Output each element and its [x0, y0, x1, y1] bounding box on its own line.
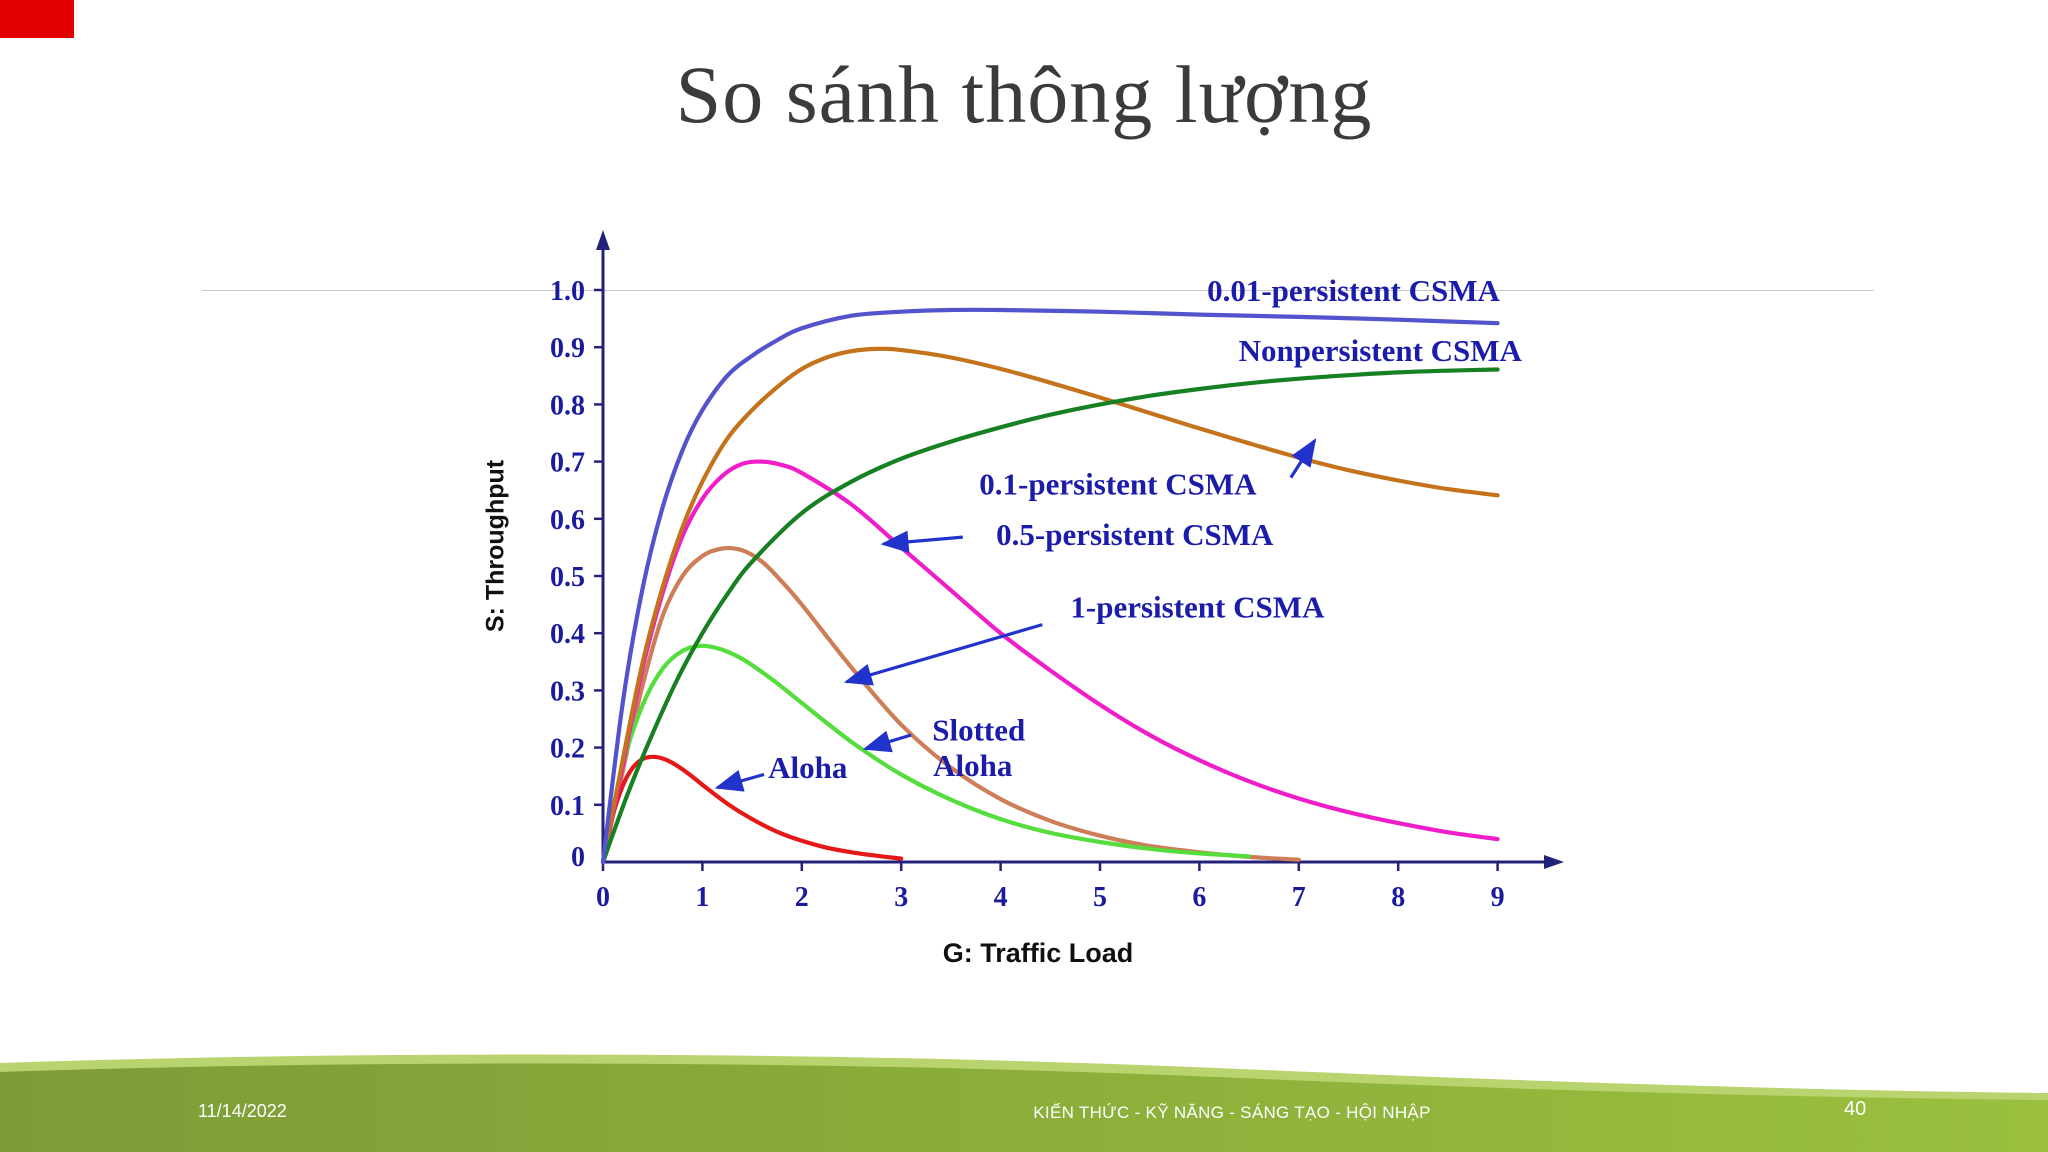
x-tick-label: 6	[1192, 882, 1206, 913]
curve-label-1-persistent-csma: 1-persistent CSMA	[1070, 589, 1325, 624]
annotation-arrow-1-persistent-csma	[843, 623, 1043, 686]
y-tick-label: 0.1	[550, 791, 585, 822]
y-tick-label: 0.6	[550, 505, 585, 536]
y-axis-label: S: Throughput	[481, 459, 510, 633]
x-tick-label: 5	[1093, 882, 1107, 913]
footer-wave-band	[0, 1063, 2048, 1152]
red-corner-accent	[0, 0, 74, 38]
page-title: So sánh thông lượng	[675, 49, 1373, 140]
footer-center-text: KIẾN THỨC - KỸ NĂNG - SÁNG TẠO - HỘI NHẬ…	[1033, 1103, 1431, 1122]
y-tick-label: 0.2	[550, 734, 585, 765]
y-tick-label: 0.5	[550, 562, 585, 593]
curve-label-aloha: Aloha	[933, 748, 1013, 783]
x-axis-arrowhead	[1544, 855, 1564, 869]
y-tick-label: 0	[571, 842, 585, 873]
x-tick-label: 2	[795, 882, 809, 913]
curve-0-01-persistent-csma	[600, 307, 1500, 865]
annotation-arrow-0-1-persistent-csma	[1289, 438, 1317, 479]
y-tick-label: 1.0	[550, 276, 585, 307]
footer-wave	[0, 1054, 2048, 1152]
y-tick-label: 0.8	[550, 390, 585, 421]
x-tick-label: 8	[1391, 882, 1405, 913]
x-tick-label: 7	[1292, 882, 1306, 913]
y-tick-label: 0.9	[550, 333, 585, 364]
curve-label-0-5-persistent-csma: 0.5-persistent CSMA	[996, 517, 1274, 552]
divider-line	[202, 290, 1874, 291]
curve-slotted-aloha	[600, 643, 1252, 865]
curve-aloha	[600, 754, 904, 865]
curve-label-0-1-persistent-csma: 0.1-persistent CSMA	[979, 466, 1257, 501]
curve-label-slotted: Slotted	[932, 712, 1025, 747]
y-axis-arrowhead	[596, 230, 610, 250]
x-axis-label: G: Traffic Load	[942, 938, 1134, 968]
curve-0-1-persistent-csma	[600, 346, 1500, 865]
x-tick-label: 4	[994, 882, 1008, 913]
x-tick-label: 0	[596, 882, 610, 913]
annotation-arrow-slotted	[862, 730, 912, 753]
curve-label-0-01-persistent-csma: 0.01-persistent CSMA	[1207, 273, 1500, 308]
annotation-arrow-aloha	[714, 770, 765, 792]
curve-nonpersistent-csma	[600, 367, 1500, 865]
x-tick-label: 1	[695, 882, 709, 913]
x-tick-label: 9	[1491, 882, 1505, 913]
x-tick-label: 3	[894, 882, 908, 913]
y-tick-label: 0.4	[550, 619, 585, 650]
footer-date: 11/14/2022	[198, 1101, 287, 1121]
curve-label-aloha: Aloha	[768, 750, 848, 785]
curve-label-nonpersistent-csma: Nonpersistent CSMA	[1239, 333, 1523, 368]
curve-1-persistent-csma	[600, 545, 1301, 865]
y-tick-label: 0.3	[550, 676, 585, 707]
y-tick-label: 0.7	[550, 448, 585, 479]
footer-page-number: 40	[1844, 1098, 1867, 1120]
annotation-arrow-0-5-persistent-csma	[880, 530, 963, 553]
